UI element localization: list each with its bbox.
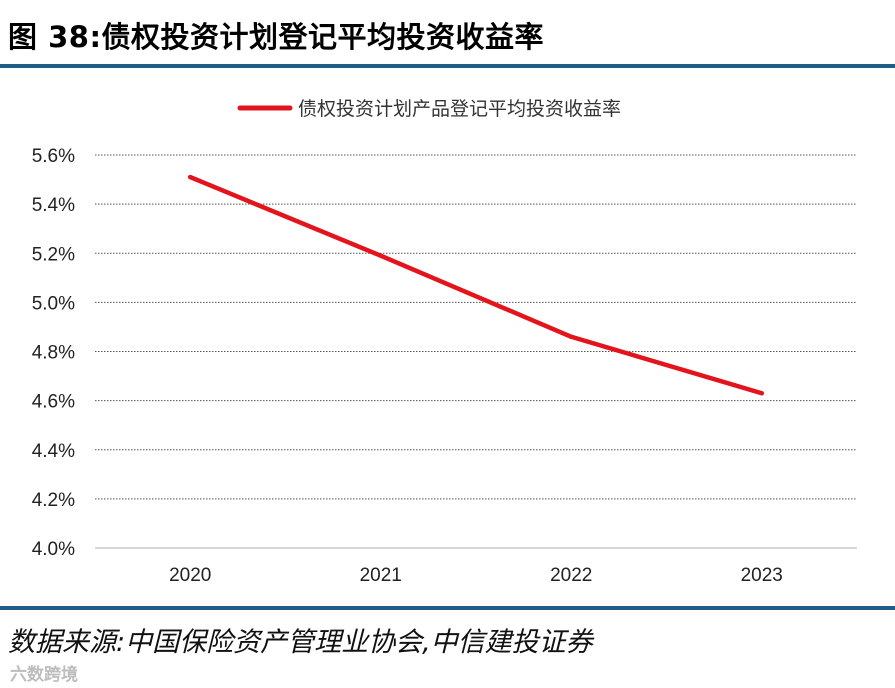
x-tick-label: 2020	[169, 565, 211, 586]
top-rule	[0, 64, 895, 68]
figure-title: 图 38:债权投资计划登记平均投资收益率	[8, 20, 545, 54]
y-tick-label: 4.2%	[32, 490, 75, 511]
data-point	[378, 253, 383, 258]
y-tick-label: 4.4%	[32, 441, 75, 462]
legend: 债权投资计划产品登记平均投资收益率	[237, 98, 621, 120]
bottom-rule	[0, 606, 895, 610]
y-tick-label: 5.2%	[32, 244, 75, 265]
data-point	[569, 334, 574, 339]
series-line	[188, 174, 764, 396]
y-axis-ticks: 5.6% 5.4% 5.2% 5.0% 4.8% 4.6% 4.4% 4.2% 4.0%	[32, 146, 75, 560]
data-point	[188, 174, 193, 180]
source-note: 数据来源:中国保险资产管理业协会,中信建投证券	[8, 627, 593, 658]
x-tick-label: 2022	[550, 565, 592, 586]
series-group	[188, 174, 764, 396]
line-chart: 债权投资计划产品登记平均投资收益率 5.6% 5.4% 5.2% 5.0% 4.8% 4.…	[32, 98, 857, 586]
y-tick-label: 4.8%	[32, 343, 75, 364]
gridlines	[95, 154, 857, 549]
y-tick-label: 5.6%	[32, 146, 75, 167]
legend-label: 债权投资计划产品登记平均投资收益率	[298, 98, 621, 120]
x-tick-label: 2021	[360, 565, 402, 586]
data-point	[759, 391, 764, 396]
y-tick-label: 4.6%	[32, 392, 75, 413]
x-axis-ticks: 2020 2021 2022 2023	[169, 565, 783, 586]
y-tick-label: 4.0%	[32, 539, 75, 560]
y-tick-label: 5.4%	[32, 195, 75, 216]
watermark: 六数跨境	[10, 665, 78, 685]
y-tick-label: 5.0%	[32, 293, 75, 314]
x-tick-label: 2023	[741, 565, 783, 586]
